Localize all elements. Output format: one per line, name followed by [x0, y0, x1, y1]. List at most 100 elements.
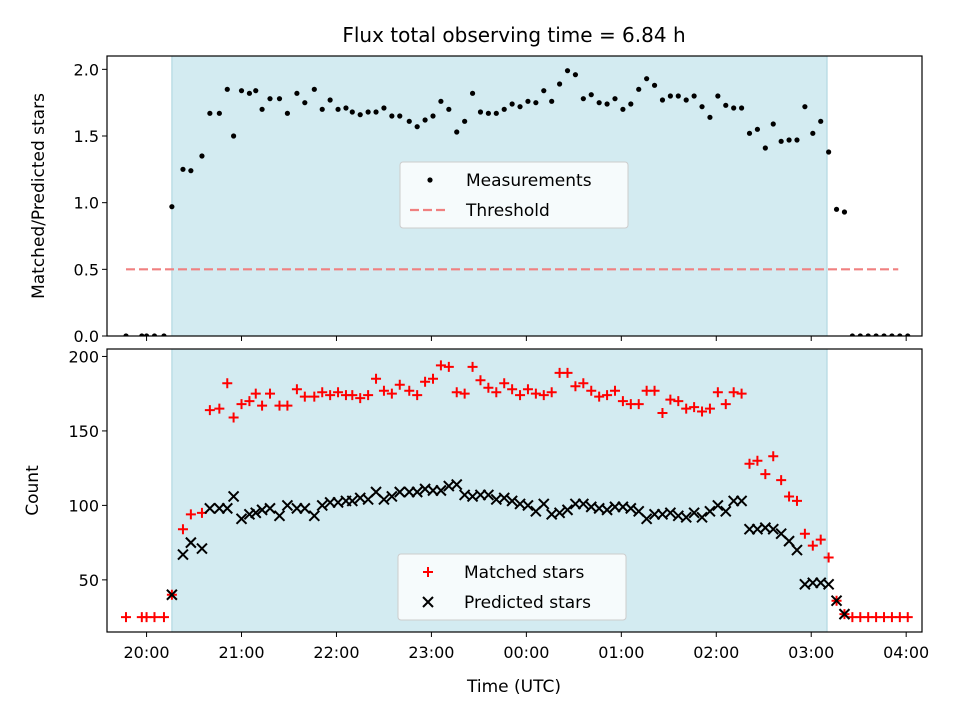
legend: Matched stars Predicted stars	[397, 553, 627, 621]
measurement-point	[533, 100, 539, 106]
matched-point	[309, 391, 320, 402]
measurement-point	[224, 86, 230, 92]
matched-point	[371, 373, 382, 384]
measurement-point	[628, 101, 634, 107]
predicted-point	[221, 502, 233, 515]
series-matched-stars	[120, 360, 913, 623]
matched-point	[744, 458, 755, 469]
measurement-point	[373, 109, 379, 115]
ratio-panel: 0.0 0.5 1.0 1.5 2.0 Matched/Predicted stars Me…	[29, 55, 923, 346]
measurement-point	[143, 333, 150, 336]
predicted-point	[791, 544, 803, 556]
matched-point	[697, 406, 708, 417]
matched-point	[467, 361, 478, 372]
measurement-point	[335, 106, 341, 112]
measurement-point	[849, 333, 855, 336]
measurement-point	[446, 106, 452, 112]
matched-point	[609, 385, 620, 396]
x-tick-label: 22:00	[313, 643, 359, 662]
legend-entry: Measurements	[466, 171, 592, 191]
matched-point	[483, 382, 494, 393]
matched-point	[633, 399, 644, 410]
predicted-point	[783, 535, 795, 547]
x-tick-label: 04:00	[883, 643, 929, 662]
measurement-point	[414, 124, 420, 130]
measurement-point	[580, 96, 586, 102]
y-tick-label: 1.0	[74, 194, 99, 213]
predicted-point	[386, 490, 398, 503]
measurement-point	[644, 76, 650, 82]
y-tick-label: 150	[68, 422, 99, 441]
measurement-point	[857, 333, 863, 336]
measurement-point	[802, 104, 808, 110]
matched-point	[617, 396, 628, 407]
measurement-point	[731, 105, 737, 111]
measurement-point	[707, 114, 713, 120]
matched-point	[158, 612, 169, 623]
count-panel: 50 100 150 200 20:00 21:00 22:00 23:00 00:00 01:0…	[23, 347, 929, 662]
matched-point	[736, 388, 747, 399]
matched-point	[507, 384, 518, 395]
measurement-point	[778, 138, 784, 144]
matched-point	[530, 388, 541, 399]
matched-point	[712, 387, 723, 398]
measurement-point	[865, 333, 871, 336]
measurement-point	[738, 105, 745, 111]
matched-point	[120, 612, 131, 623]
predicted-point	[299, 502, 311, 515]
matched-point	[515, 390, 526, 401]
matched-point	[807, 540, 818, 551]
measurement-point	[509, 101, 515, 107]
series-predicted-stars	[166, 478, 851, 620]
matched-point	[784, 491, 795, 502]
measurement-point	[833, 206, 840, 212]
predicted-point	[704, 505, 716, 518]
x-tick-label: 01:00	[598, 643, 644, 662]
matched-point	[378, 385, 389, 396]
matched-point	[347, 390, 358, 401]
matched-point	[250, 388, 261, 399]
measurement-point	[612, 96, 618, 102]
predicted-point	[538, 498, 550, 510]
measurement-point	[873, 333, 879, 336]
measurement-point	[462, 118, 468, 124]
measurement-point	[881, 333, 887, 336]
predicted-point	[204, 502, 216, 515]
measurement-point	[319, 106, 325, 112]
measurement-point	[422, 117, 428, 123]
x-tick-label: 00:00	[503, 643, 549, 662]
predicted-point	[688, 507, 700, 519]
figure-title: Flux total observing time = 6.84 h	[342, 23, 685, 47]
matched-point	[538, 390, 549, 401]
measurement-point	[754, 126, 761, 132]
measurement-point	[683, 97, 689, 103]
matched-point	[720, 399, 731, 410]
matched-point	[689, 402, 700, 413]
y-axis-label: Matched/Predicted stars	[29, 93, 49, 299]
matched-point	[204, 405, 215, 416]
measurement-point	[651, 82, 658, 88]
matched-point	[459, 388, 470, 399]
measurement-point	[905, 333, 911, 336]
measurement-point	[572, 72, 579, 78]
matched-point	[355, 393, 366, 404]
matched-point	[649, 385, 660, 396]
predicted-point	[696, 511, 708, 524]
x-axis-label: Time (UTC)	[466, 677, 561, 697]
predicted-point	[235, 513, 248, 525]
predicted-point	[273, 510, 286, 522]
matched-point	[902, 612, 913, 623]
measurement-point	[691, 93, 697, 99]
predicted-point	[264, 502, 276, 515]
matched-point	[363, 390, 374, 401]
matched-point	[776, 475, 787, 486]
measurement-point	[259, 106, 265, 112]
measurement-point	[238, 88, 245, 94]
measurement-point	[284, 110, 291, 116]
matched-point	[257, 400, 268, 411]
measurement-point	[770, 121, 776, 127]
measurement-point	[485, 110, 491, 116]
y-axis-label: Count	[23, 465, 43, 516]
y-tick-label: 1.5	[74, 127, 99, 146]
